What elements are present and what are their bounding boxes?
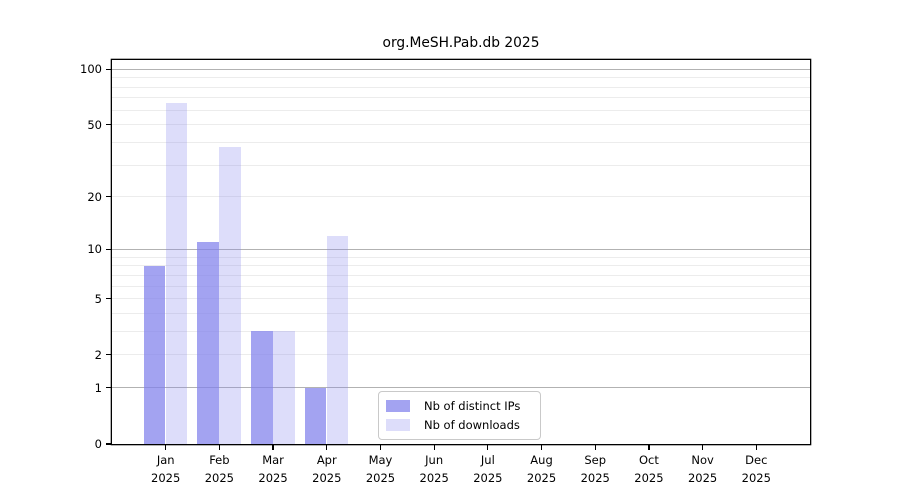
x-tick-mark — [218, 445, 221, 450]
y-gridline-minor — [112, 354, 810, 356]
y-gridline-minor — [112, 312, 810, 314]
x-tick-mark — [487, 445, 489, 450]
bar-mar-downloads — [273, 331, 295, 444]
y-tick-label: 5 — [94, 291, 102, 306]
y-gridline-minor — [112, 77, 810, 79]
x-tick-mark — [165, 445, 167, 450]
y-gridline-minor — [112, 274, 810, 276]
y-gridline-major — [112, 68, 810, 70]
bar-mar-distinct-ips — [251, 331, 273, 444]
x-tick-mark — [594, 445, 596, 450]
y-tick-mark — [106, 297, 111, 300]
bar-jan-downloads — [165, 102, 188, 444]
y-gridline-major — [112, 248, 810, 250]
legend-label-distinct-ips: Nb of distinct IPs — [424, 399, 521, 413]
y-gridline-minor — [112, 86, 810, 88]
x-tick-label-jan: Jan 2025 — [151, 453, 181, 485]
legend-swatch-downloads-icon — [386, 419, 410, 431]
y-gridline-major — [112, 387, 810, 389]
y-tick-label: 100 — [80, 62, 102, 77]
y-gridline-minor — [112, 298, 810, 300]
x-tick-label-may: May 2025 — [365, 453, 396, 485]
x-tick-mark — [326, 445, 328, 450]
y-gridline-minor — [112, 285, 810, 287]
x-tick-mark — [379, 445, 382, 450]
x-tick-label-dec: Dec 2025 — [741, 453, 771, 485]
legend-item-downloads: Nb of downloads — [386, 417, 520, 433]
plot-area — [112, 60, 810, 444]
y-gridline-minor — [112, 124, 810, 126]
x-tick-label-feb: Feb 2025 — [204, 453, 235, 485]
y-tick-mark — [106, 124, 111, 126]
x-tick-mark — [540, 445, 543, 450]
y-tick-mark — [106, 68, 111, 70]
x-tick-label-apr: Apr 2025 — [312, 453, 342, 485]
bar-apr-downloads — [326, 235, 349, 444]
y-tick-mark — [106, 248, 111, 250]
y-tick-mark — [106, 354, 111, 356]
bar-jan-distinct-ips — [143, 265, 166, 444]
x-tick-mark — [648, 445, 650, 450]
x-tick-label-jun: Jun 2025 — [419, 453, 449, 485]
x-tick-mark — [272, 445, 274, 450]
chart-title: org.MeSH.Pab.db 2025 — [382, 35, 540, 51]
legend-label-downloads: Nb of downloads — [424, 418, 520, 432]
x-tick-label-nov: Nov 2025 — [687, 453, 718, 485]
bar-feb-distinct-ips — [197, 242, 219, 444]
y-tick-label: 50 — [87, 117, 102, 132]
y-gridline-minor — [112, 196, 810, 198]
y-tick-label: 0 — [94, 437, 102, 451]
y-gridline-minor — [112, 109, 810, 111]
y-tick-label: 20 — [87, 189, 102, 204]
y-tick-label: 2 — [94, 347, 102, 362]
y-tick-mark — [106, 387, 111, 389]
y-gridline-minor — [112, 164, 810, 166]
bar-feb-downloads — [219, 146, 241, 444]
y-gridline-minor — [112, 265, 810, 267]
bar-apr-distinct-ips — [304, 387, 327, 444]
y-tick-label: 1 — [94, 380, 102, 395]
legend-item-distinct-ips: Nb of distinct IPs — [386, 398, 520, 414]
y-tick-mark — [106, 196, 111, 198]
legend-swatch-distinct-ips-icon — [386, 400, 410, 412]
y-gridline-minor — [112, 97, 810, 99]
x-tick-mark — [701, 445, 704, 450]
y-tick-label: 10 — [87, 242, 102, 257]
y-tick-mark — [106, 443, 111, 445]
x-tick-label-oct: Oct 2025 — [634, 453, 664, 485]
y-gridline-minor — [112, 141, 810, 143]
x-tick-mark — [755, 445, 757, 450]
x-tick-mark — [433, 445, 435, 450]
y-gridline-minor — [112, 330, 810, 332]
legend: Nb of distinct IPs Nb of downloads — [378, 391, 542, 440]
y-gridline-minor — [112, 256, 810, 258]
x-tick-label-jul: Jul 2025 — [473, 453, 503, 485]
x-tick-label-aug: Aug 2025 — [526, 453, 557, 485]
x-tick-label-sep: Sep 2025 — [580, 453, 610, 485]
x-tick-label-mar: Mar 2025 — [258, 453, 288, 485]
